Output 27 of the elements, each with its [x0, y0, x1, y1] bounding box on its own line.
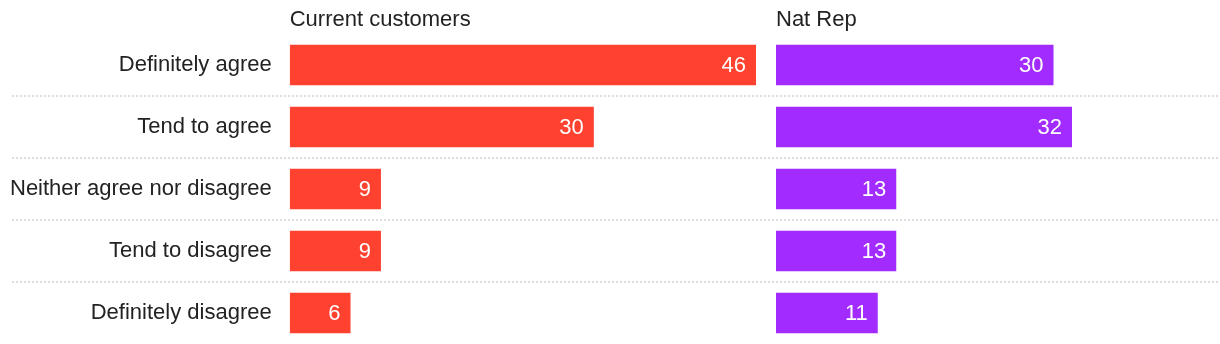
data-label: 32 [1037, 114, 1062, 140]
bar [776, 292, 878, 334]
bar [289, 106, 594, 148]
y-tick-label: Definitely agree [118, 51, 272, 77]
bar [289, 168, 381, 210]
bar [289, 44, 756, 86]
data-label: 6 [328, 300, 341, 326]
data-label: 11 [844, 300, 868, 326]
bar [776, 44, 1054, 86]
bar [776, 168, 897, 210]
data-label: 13 [861, 238, 887, 264]
data-label: 9 [358, 176, 371, 202]
bar [776, 230, 897, 272]
chart-title: Nat Rep [776, 6, 857, 32]
data-label: 9 [358, 238, 371, 264]
data-label: 30 [559, 114, 584, 140]
y-tick-label: Definitely disagree [90, 299, 272, 325]
y-tick-label: Tend to agree [137, 113, 272, 139]
bar [289, 230, 381, 272]
chart-title: Current customers [289, 6, 471, 32]
data-label: 13 [861, 176, 887, 202]
data-label: 30 [1019, 52, 1044, 78]
data-label: 46 [721, 52, 746, 78]
y-tick-label: Neither agree nor disagree [9, 175, 272, 201]
y-tick-label: Tend to disagree [109, 237, 272, 263]
bar [289, 292, 351, 334]
bar [776, 106, 1072, 148]
